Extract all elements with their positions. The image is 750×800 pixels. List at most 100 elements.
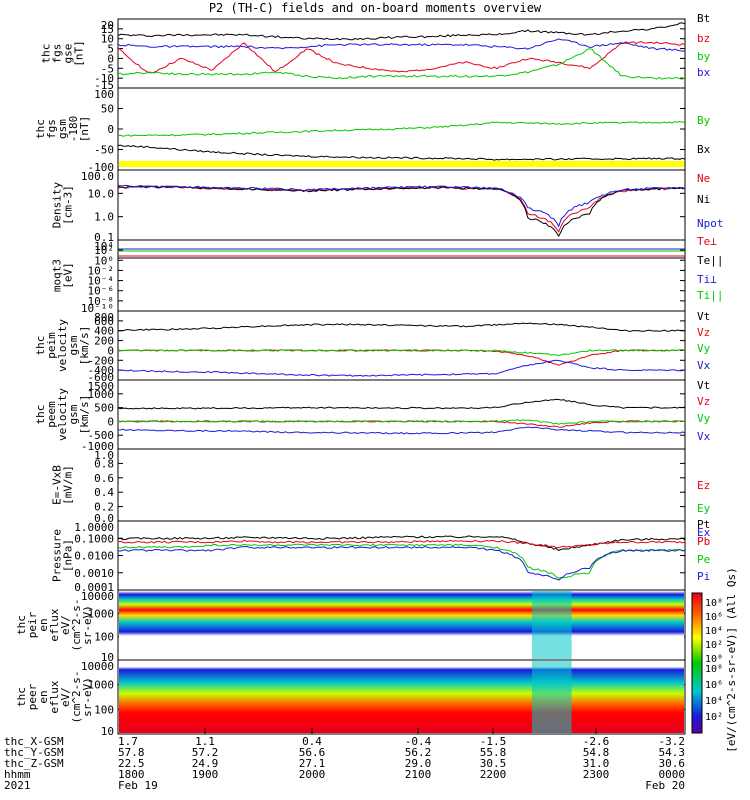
ytick-label: 100.0 (81, 170, 114, 183)
ylabel-line: velocity (56, 319, 69, 372)
legend-pb: Pb (697, 535, 710, 548)
xtick-label: 31.0 (583, 757, 610, 770)
ytick-label: 0.1000 (74, 532, 114, 545)
heatmap-image (119, 661, 684, 733)
ylabel-line: eflux (48, 608, 61, 641)
ylabel-line: en (37, 618, 50, 631)
panel-frame (117, 169, 686, 241)
series-line-by (117, 120, 686, 137)
ylabel-line: E=-VxB (51, 465, 64, 505)
ytick-label: -1000 (81, 440, 114, 453)
ytick-label: 0.0 (94, 512, 114, 525)
legend-ti: Ti|| (697, 289, 724, 302)
ytick-label: 50 (101, 103, 114, 116)
ytick-label: 0.8 (94, 457, 114, 470)
xtick-label: 0.4 (302, 735, 322, 748)
ytick-label: 10000 (81, 590, 114, 603)
ytick-label: 1.0 (94, 449, 114, 462)
legend-vz: Vz (697, 395, 710, 408)
legend-bx: Bx (697, 143, 711, 156)
ylabel-line: thc (40, 44, 53, 64)
ylabel-line: peem (45, 401, 58, 428)
ytick-label: 600 (94, 315, 114, 328)
ylabel: thcfgsgse[nT] (40, 40, 86, 67)
series-line-ne (117, 185, 685, 233)
ytick-label: 500 (94, 402, 114, 415)
ytick-label: 10² (94, 244, 114, 257)
series-line-bt (117, 22, 686, 41)
ylabel-line: fgs (45, 119, 58, 139)
colorbar (691, 592, 703, 734)
legend-vx: Vx (697, 430, 711, 443)
ylabel-line: eV/ (59, 615, 72, 635)
ytick-label: 1.0 (94, 211, 114, 224)
xtick-label: 56.2 (405, 746, 432, 759)
panel-9: 10000 1000 100 10 thcpeirenefluxeV/(cm^2-s-s… (15, 589, 686, 664)
ylabel: thcpeerenefluxeV/(cm^2-s-sr-eV) (15, 671, 94, 724)
xaxis-date-start: Feb 19 (118, 779, 158, 792)
colorbar-tick: 10⁰ (705, 654, 723, 665)
series-line-vx (117, 426, 686, 435)
legend-bz: bz (697, 32, 710, 45)
xtick-label: 1900 (192, 768, 219, 781)
fill-band (119, 161, 684, 167)
ylabel-line: peir (26, 611, 39, 638)
ytick-label: 10 (101, 651, 114, 664)
legend-ez: Ez (697, 479, 710, 492)
legend-vz: Vz (697, 326, 710, 339)
xaxis-year: 2021 (4, 779, 31, 792)
xtick-label: 2300 (583, 768, 610, 781)
series-line-vt (117, 398, 686, 410)
ytick-label: 0.2 (94, 501, 114, 514)
panel-10: 10000 1000 100 10 thcpeerenefluxeV/(cm^2-s-s… (15, 659, 686, 738)
xtick-label: 54.3 (659, 746, 686, 759)
colorbar-tick: 10⁴ (705, 626, 723, 637)
ylabel-line: thc (34, 336, 47, 356)
panel-6: 150010005000-500-1000thcpeemvelocitygsm[… (34, 379, 711, 453)
legend-ni: Ni (697, 193, 710, 206)
series-line-npot (117, 184, 686, 228)
ytick-label: 0.0100 (74, 550, 114, 563)
heatmap-dropout (531, 591, 572, 659)
ytick-label: 10⁻⁸ (88, 295, 115, 308)
ytick-label: -50 (94, 144, 114, 157)
panel-frame (117, 659, 686, 735)
ylabel-line: [cm-3] (62, 185, 75, 225)
series-line-pe (117, 543, 686, 579)
series-line-by (117, 48, 686, 80)
series-line-vy (117, 349, 686, 357)
xtick-label: 0000 (659, 768, 686, 781)
ylabel-line: gse (62, 44, 75, 64)
colorbar-label: [eV/(cm^2-s-sr-eV)] (All Qs) (725, 567, 738, 752)
heatmap-image (119, 591, 684, 659)
ylabel: moqt3[eV] (51, 259, 75, 292)
ylabel: thcpeirenefluxeV/(cm^2-s-sr-eV) (15, 599, 94, 652)
ylabel-line: thc (34, 119, 47, 139)
series-line-vx (117, 359, 686, 377)
ylabel: Density[cm-3] (51, 181, 75, 228)
ylabel: E=-VxB[mV/m] (51, 465, 75, 505)
colorbar-tick: 10⁶ (705, 680, 723, 691)
ylabel: thcfgsgsm-180[nT] (34, 116, 91, 143)
ytick-label: 1000 (88, 388, 115, 401)
legend-by: by (697, 50, 711, 63)
colorbar-tick: 10⁴ (705, 696, 723, 707)
ytick-label: 0 (107, 344, 114, 357)
ylabel-line: (cm^2-s- (70, 671, 83, 724)
ylabel-line: eV/ (59, 687, 72, 707)
xaxis-row-label: thc_Z-GSM (4, 757, 64, 770)
ylabel-line: [nT] (73, 40, 86, 67)
ylabel-line: fgs (51, 44, 64, 64)
xtick-label: 54.8 (583, 746, 610, 759)
xtick-label: 2000 (299, 768, 326, 781)
panel-frame (117, 18, 686, 89)
legend-ex: Ex (697, 526, 711, 539)
ytick-label: 10 (101, 725, 114, 738)
panel-7: 1.00.8 0.60.4 0.20.0 E=-VxB[mV/m] Ez Ey Ex (51, 448, 711, 539)
ytick-label: 1000 (88, 679, 115, 692)
ylabel-line: sr-eV) (81, 677, 94, 717)
xtick-label: 56.6 (299, 746, 326, 759)
ylabel-line: (cm^2-s- (70, 599, 83, 652)
